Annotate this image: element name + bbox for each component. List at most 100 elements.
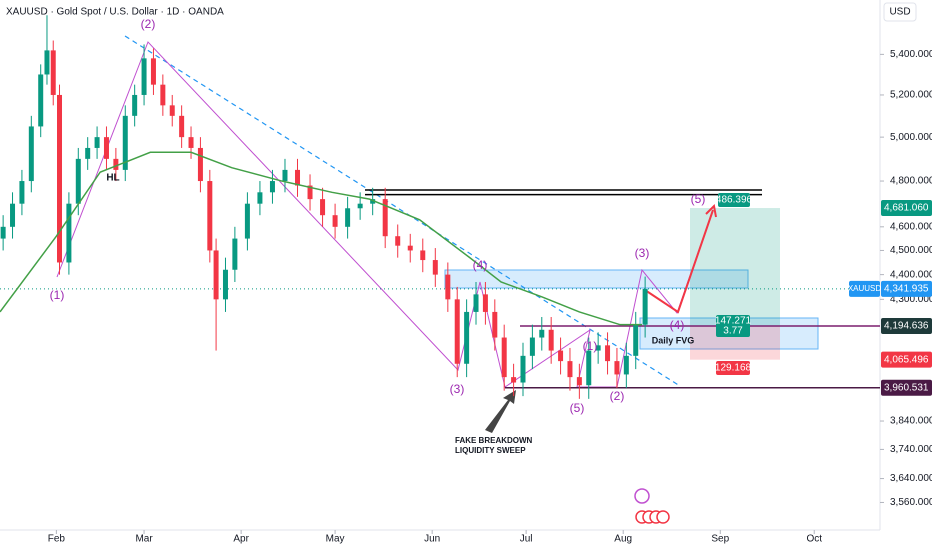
annotation: (3) bbox=[450, 382, 465, 396]
x-tick-label: Feb bbox=[48, 534, 66, 545]
candle-body bbox=[222, 269, 228, 300]
annotation: (4) bbox=[473, 258, 488, 272]
candle-body bbox=[244, 203, 250, 239]
y-tick-label: 4,600.000 bbox=[890, 221, 932, 232]
candle-body bbox=[370, 199, 376, 204]
entry-label: 147.271 bbox=[715, 316, 752, 327]
candle-body bbox=[576, 377, 582, 386]
candle-body bbox=[44, 50, 50, 75]
price-label-bg bbox=[881, 318, 932, 335]
annotation: (4) bbox=[670, 318, 685, 332]
candle-body bbox=[357, 203, 363, 209]
trendline bbox=[124, 35, 681, 387]
candle-body bbox=[269, 181, 275, 193]
fvg-zone bbox=[444, 269, 749, 289]
candle-body bbox=[595, 345, 601, 351]
candle-body bbox=[382, 199, 388, 237]
price-label: 4,681.060 bbox=[884, 203, 929, 214]
x-tick-label: Sep bbox=[711, 534, 729, 545]
candle-body bbox=[188, 137, 194, 148]
x-tick-label: Jun bbox=[424, 534, 440, 545]
price-label-bg bbox=[881, 200, 932, 217]
price-label-bg bbox=[881, 280, 932, 297]
candle-body bbox=[482, 294, 488, 312]
target-label-bg bbox=[718, 193, 750, 207]
y-tick-label: 5,000.000 bbox=[890, 132, 932, 143]
x-tick-label: Jul bbox=[520, 534, 533, 545]
candle-body bbox=[169, 105, 175, 116]
candle-body bbox=[141, 58, 147, 95]
candle-body bbox=[282, 169, 288, 182]
candle-body bbox=[113, 158, 119, 170]
candle-body bbox=[122, 115, 128, 170]
y-tick-label: 3,840.000 bbox=[890, 416, 932, 427]
projection bbox=[644, 209, 714, 314]
candle-body bbox=[642, 288, 648, 325]
annotation: (1) bbox=[583, 339, 598, 353]
price-label: 4,065.496 bbox=[884, 354, 929, 365]
symbol-label-bg bbox=[849, 280, 880, 297]
annotation: Daily FVG bbox=[652, 335, 695, 345]
candle-body bbox=[567, 361, 573, 378]
y-tick-label: 4,300.000 bbox=[890, 294, 932, 305]
annotation: (2) bbox=[610, 389, 625, 403]
y-tick-label: 3,740.000 bbox=[890, 444, 932, 455]
dividend-icon bbox=[656, 510, 670, 524]
moving-average bbox=[0, 151, 642, 326]
currency-box[interactable] bbox=[883, 2, 917, 22]
candle-body bbox=[511, 377, 517, 383]
candle-body bbox=[38, 74, 44, 127]
candle-body bbox=[132, 94, 138, 116]
candle-body bbox=[420, 250, 426, 261]
x-tick-label: Mar bbox=[135, 534, 153, 545]
candle-body bbox=[213, 250, 219, 300]
y-tick-label: 5,200.000 bbox=[890, 90, 932, 101]
annotation: LIQUIDITY SWEEP bbox=[455, 446, 526, 455]
candle-body bbox=[66, 203, 72, 263]
currency: USD bbox=[889, 7, 910, 18]
candle-body bbox=[445, 274, 451, 300]
candle-body bbox=[539, 329, 545, 338]
candle-body bbox=[586, 350, 592, 386]
entry-label-bg bbox=[716, 315, 750, 337]
candle-body bbox=[28, 126, 34, 182]
entry-label: 3.77 bbox=[723, 326, 743, 337]
candle-body bbox=[605, 345, 611, 362]
candle-body bbox=[548, 329, 554, 351]
candle-body bbox=[395, 236, 401, 246]
annotation: FAKE BREAKDOWN bbox=[455, 436, 533, 445]
price-label-bg bbox=[881, 379, 932, 396]
candle-body bbox=[501, 337, 507, 378]
candle-body bbox=[75, 158, 81, 204]
annotation: (5) bbox=[570, 401, 585, 415]
candle-body bbox=[614, 361, 620, 375]
candle-body bbox=[464, 311, 470, 364]
wave-zigzag bbox=[56, 41, 714, 388]
y-tick-label: 4,400.000 bbox=[890, 269, 932, 280]
target-label: 486.396 bbox=[716, 195, 753, 206]
candle-body bbox=[558, 350, 564, 362]
candle-body bbox=[454, 299, 460, 364]
candle-body bbox=[0, 226, 6, 239]
candle-body bbox=[197, 147, 203, 182]
symbol-label: XAUUSD bbox=[848, 284, 882, 293]
annotation: (1) bbox=[50, 288, 65, 302]
y-tick-label: 5,400.000 bbox=[890, 49, 932, 60]
sweep-arrow bbox=[485, 390, 516, 433]
stop-label: 129.168 bbox=[715, 363, 752, 374]
candle-body bbox=[150, 58, 156, 85]
candle-body bbox=[623, 355, 629, 375]
candle-body bbox=[432, 260, 438, 275]
x-tick-label: Aug bbox=[614, 534, 632, 545]
y-tick-label: 3,560.000 bbox=[890, 497, 932, 508]
y-tick-label: 3,640.000 bbox=[890, 473, 932, 484]
candle-body bbox=[160, 84, 166, 106]
price-label: 4,194.636 bbox=[884, 321, 929, 332]
annotation: (3) bbox=[635, 246, 650, 260]
candle-body bbox=[57, 94, 63, 263]
candle-body bbox=[10, 203, 16, 227]
candle-body bbox=[19, 181, 25, 204]
x-tick-label: May bbox=[326, 534, 345, 545]
candle-body bbox=[307, 185, 313, 200]
